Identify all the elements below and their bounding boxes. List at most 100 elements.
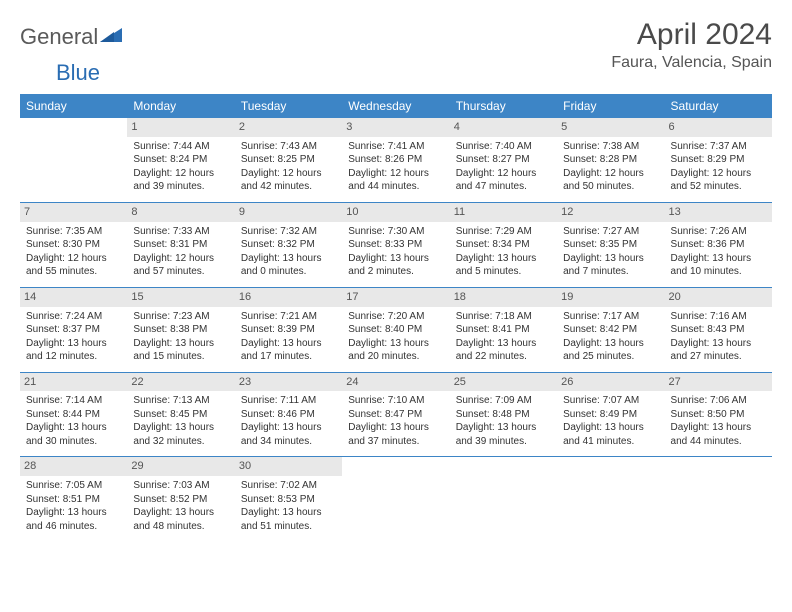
sunrise-line: Sunrise: 7:14 AM [26, 394, 121, 408]
calendar-day-cell: 19 Sunrise: 7:17 AMSunset: 8:42 PMDayligh… [557, 287, 664, 372]
calendar-day-cell: 3 Sunrise: 7:41 AMSunset: 8:26 PMDaylight… [342, 118, 449, 202]
weekday-header: Sunday [20, 94, 127, 118]
calendar-day-cell: 9Sunrise: 7:32 AMSunset: 8:32 PMDaylight… [235, 202, 342, 287]
brand-text-general: General [20, 24, 98, 50]
daylight-line: Daylight: 13 hoursand 30 minutes. [26, 421, 121, 448]
day-number: 16 [235, 288, 342, 307]
day-number: 22 [127, 373, 234, 392]
daylight-line: Daylight: 13 hoursand 7 minutes. [563, 252, 658, 279]
day-number: 2 [235, 118, 342, 137]
daylight-line: Daylight: 13 hoursand 22 minutes. [456, 337, 551, 364]
daylight-line: Daylight: 13 hoursand 41 minutes. [563, 421, 658, 448]
calendar-day-cell: 21 Sunrise: 7:14 AMSunset: 8:44 PMDayligh… [20, 372, 127, 457]
day-number: 7 [20, 203, 127, 222]
daylight-line: Daylight: 12 hoursand 52 minutes. [671, 167, 766, 194]
sunset-line: Sunset: 8:47 PM [348, 408, 443, 422]
sunset-line: Sunset: 8:33 PM [348, 238, 443, 252]
calendar-day-cell: 24Sunrise: 7:10 AMSunset: 8:47 PMDayligh… [342, 372, 449, 457]
sunset-line: Sunset: 8:49 PM [563, 408, 658, 422]
sunset-line: Sunset: 8:43 PM [671, 323, 766, 337]
weekday-header: Monday [127, 94, 234, 118]
daylight-line: Daylight: 13 hoursand 34 minutes. [241, 421, 336, 448]
calendar-day-cell: 8Sunrise: 7:33 AMSunset: 8:31 PMDaylight… [127, 202, 234, 287]
sunrise-line: Sunrise: 7:44 AM [133, 140, 228, 154]
sunset-line: Sunset: 8:50 PM [671, 408, 766, 422]
sunset-line: Sunset: 8:36 PM [671, 238, 766, 252]
sunset-line: Sunset: 8:31 PM [133, 238, 228, 252]
sunset-line: Sunset: 8:40 PM [348, 323, 443, 337]
daylight-line: Daylight: 13 hoursand 25 minutes. [563, 337, 658, 364]
sunrise-line: Sunrise: 7:35 AM [26, 225, 121, 239]
calendar-day-cell: 13Sunrise: 7:26 AMSunset: 8:36 PMDayligh… [665, 202, 772, 287]
sunrise-line: Sunrise: 7:18 AM [456, 310, 551, 324]
sunset-line: Sunset: 8:52 PM [133, 493, 228, 507]
sunset-line: Sunset: 8:44 PM [26, 408, 121, 422]
sunset-line: Sunset: 8:45 PM [133, 408, 228, 422]
sunrise-line: Sunrise: 7:29 AM [456, 225, 551, 239]
sunrise-line: Sunrise: 7:07 AM [563, 394, 658, 408]
day-number: 11 [450, 203, 557, 222]
sunset-line: Sunset: 8:26 PM [348, 153, 443, 167]
calendar-day-cell: 25Sunrise: 7:09 AMSunset: 8:48 PMDayligh… [450, 372, 557, 457]
daylight-line: Daylight: 12 hoursand 44 minutes. [348, 167, 443, 194]
day-number: 1 [127, 118, 234, 137]
day-number: 4 [450, 118, 557, 137]
daylight-line: Daylight: 12 hoursand 55 minutes. [26, 252, 121, 279]
daylight-line: Daylight: 13 hoursand 15 minutes. [133, 337, 228, 364]
daylight-line: Daylight: 12 hoursand 39 minutes. [133, 167, 228, 194]
page-header: General April 2024 Faura, Valencia, Spai… [20, 18, 772, 72]
day-number: 12 [557, 203, 664, 222]
day-number: 24 [342, 373, 449, 392]
calendar-week-row: 7Sunrise: 7:35 AMSunset: 8:30 PMDaylight… [20, 202, 772, 287]
daylight-line: Daylight: 13 hoursand 44 minutes. [671, 421, 766, 448]
calendar-day-cell: 2Sunrise: 7:43 AMSunset: 8:25 PMDaylight… [235, 118, 342, 202]
calendar-day-cell: 23Sunrise: 7:11 AMSunset: 8:46 PMDayligh… [235, 372, 342, 457]
title-block: April 2024 Faura, Valencia, Spain [611, 18, 772, 72]
day-number: 19 [557, 288, 664, 307]
day-number: 20 [665, 288, 772, 307]
day-number: 26 [557, 373, 664, 392]
sunrise-line: Sunrise: 7:30 AM [348, 225, 443, 239]
sunrise-line: Sunrise: 7:17 AM [563, 310, 658, 324]
daylight-line: Daylight: 13 hoursand 5 minutes. [456, 252, 551, 279]
daylight-line: Daylight: 13 hoursand 51 minutes. [241, 506, 336, 533]
weekday-header: Tuesday [235, 94, 342, 118]
sunset-line: Sunset: 8:35 PM [563, 238, 658, 252]
sunrise-line: Sunrise: 7:41 AM [348, 140, 443, 154]
calendar-day-cell: 15Sunrise: 7:23 AMSunset: 8:38 PMDayligh… [127, 287, 234, 372]
day-number: 21 [20, 373, 127, 392]
calendar-day-cell: 20Sunrise: 7:16 AMSunset: 8:43 PMDayligh… [665, 287, 772, 372]
weekday-header: Thursday [450, 94, 557, 118]
daylight-line: Daylight: 12 hoursand 57 minutes. [133, 252, 228, 279]
day-number: 3 [342, 118, 449, 137]
sunset-line: Sunset: 8:29 PM [671, 153, 766, 167]
sunrise-line: Sunrise: 7:05 AM [26, 479, 121, 493]
daylight-line: Daylight: 13 hoursand 10 minutes. [671, 252, 766, 279]
calendar-day-cell: 7Sunrise: 7:35 AMSunset: 8:30 PMDaylight… [20, 202, 127, 287]
sunset-line: Sunset: 8:48 PM [456, 408, 551, 422]
sunrise-line: Sunrise: 7:10 AM [348, 394, 443, 408]
calendar-day-cell: 29Sunrise: 7:03 AMSunset: 8:52 PMDayligh… [127, 457, 234, 541]
calendar-empty-cell [450, 457, 557, 541]
calendar-day-cell: 1Sunrise: 7:44 AMSunset: 8:24 PMDaylight… [127, 118, 234, 202]
day-number: 25 [450, 373, 557, 392]
day-number: 30 [235, 457, 342, 476]
sunset-line: Sunset: 8:42 PM [563, 323, 658, 337]
daylight-line: Daylight: 13 hoursand 48 minutes. [133, 506, 228, 533]
calendar-week-row: 1Sunrise: 7:44 AMSunset: 8:24 PMDaylight… [20, 118, 772, 202]
weekday-header: Friday [557, 94, 664, 118]
calendar-day-cell: 18Sunrise: 7:18 AMSunset: 8:41 PMDayligh… [450, 287, 557, 372]
sunrise-line: Sunrise: 7:21 AM [241, 310, 336, 324]
calendar-day-cell: 16Sunrise: 7:21 AMSunset: 8:39 PMDayligh… [235, 287, 342, 372]
sunset-line: Sunset: 8:38 PM [133, 323, 228, 337]
sunrise-line: Sunrise: 7:11 AM [241, 394, 336, 408]
day-number: 27 [665, 373, 772, 392]
daylight-line: Daylight: 13 hoursand 17 minutes. [241, 337, 336, 364]
sunset-line: Sunset: 8:37 PM [26, 323, 121, 337]
sunrise-line: Sunrise: 7:09 AM [456, 394, 551, 408]
sunrise-line: Sunrise: 7:02 AM [241, 479, 336, 493]
calendar-week-row: 21Sunrise: 7:14 AMSunset: 8:44 PMDayligh… [20, 372, 772, 457]
calendar-day-cell: 30Sunrise: 7:02 AMSunset: 8:53 PMDayligh… [235, 457, 342, 541]
calendar-day-cell: 14Sunrise: 7:24 AMSunset: 8:37 PMDayligh… [20, 287, 127, 372]
calendar-empty-cell [342, 457, 449, 541]
